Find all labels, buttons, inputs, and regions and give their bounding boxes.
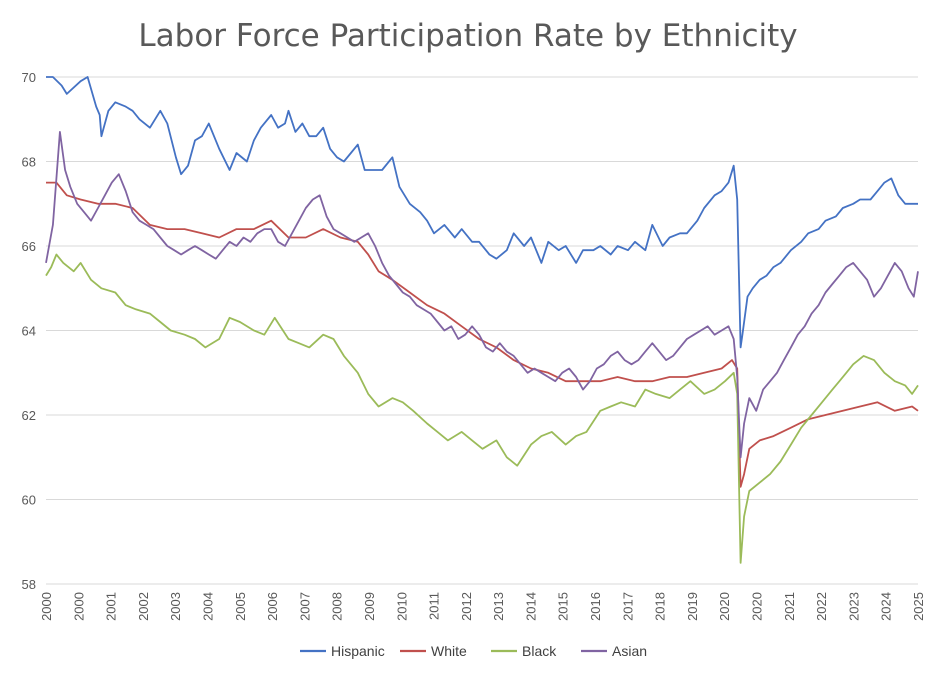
legend-label: Hispanic bbox=[331, 643, 385, 659]
x-tick-label: 2000 bbox=[39, 592, 54, 621]
x-tick-label: 2018 bbox=[653, 592, 668, 621]
series-line-black bbox=[45, 253, 919, 564]
x-tick-label: 2002 bbox=[136, 592, 151, 621]
x-tick-label: 2007 bbox=[297, 592, 312, 621]
x-tick-label: 2022 bbox=[814, 592, 829, 621]
y-tick-label: 70 bbox=[22, 70, 36, 85]
x-tick-label: 2020 bbox=[717, 592, 732, 621]
y-tick-label: 64 bbox=[22, 324, 36, 339]
legend-item-asian: Asian bbox=[581, 643, 647, 659]
x-tick-label: 2008 bbox=[330, 592, 345, 621]
legend-label: White bbox=[431, 643, 467, 659]
x-tick-label: 2019 bbox=[685, 592, 700, 621]
y-tick-label: 62 bbox=[22, 408, 36, 423]
legend-item-black: Black bbox=[491, 643, 557, 659]
series-line-white bbox=[46, 181, 919, 488]
x-tick-label: 2001 bbox=[104, 592, 119, 621]
y-tick-label: 60 bbox=[22, 493, 36, 508]
x-tick-label: 2013 bbox=[491, 592, 506, 621]
x-tick-label: 2024 bbox=[879, 592, 894, 621]
legend-label: Asian bbox=[612, 643, 647, 659]
x-tick-label: 2000 bbox=[71, 592, 86, 621]
legend-label: Black bbox=[522, 643, 557, 659]
x-axis: 2000 2000 2001 2002 2003 2004 2005 2006 2007 2008… bbox=[39, 592, 926, 621]
legend-item-white: White bbox=[400, 643, 467, 659]
y-tick-label: 58 bbox=[22, 577, 36, 592]
series-line-asian bbox=[45, 130, 919, 459]
x-tick-label: 2025 bbox=[911, 592, 926, 621]
x-tick-label: 2006 bbox=[265, 592, 280, 621]
x-tick-label: 2011 bbox=[427, 592, 442, 620]
chart-title: Labor Force Participation Rate by Ethnic… bbox=[138, 18, 797, 54]
grid-lines bbox=[46, 76, 918, 585]
x-tick-label: 2010 bbox=[394, 592, 409, 621]
x-tick-label: 2005 bbox=[233, 592, 248, 621]
x-tick-label: 2016 bbox=[588, 592, 603, 621]
x-tick-label: 2014 bbox=[523, 592, 538, 621]
x-tick-label: 2009 bbox=[362, 592, 377, 621]
x-tick-label: 2020 bbox=[750, 592, 765, 621]
x-tick-label: 2017 bbox=[620, 592, 635, 621]
series-lines bbox=[45, 76, 919, 564]
x-tick-label: 2004 bbox=[200, 592, 215, 621]
legend: Hispanic White Black Asian bbox=[300, 643, 647, 659]
y-tick-label: 68 bbox=[22, 155, 36, 170]
x-tick-label: 2003 bbox=[168, 592, 183, 621]
x-tick-label: 2015 bbox=[556, 592, 571, 621]
y-tick-label: 66 bbox=[22, 239, 36, 254]
legend-item-hispanic: Hispanic bbox=[300, 643, 385, 659]
x-tick-label: 2021 bbox=[782, 592, 797, 621]
x-tick-label: 2012 bbox=[459, 592, 474, 621]
x-tick-label: 2023 bbox=[846, 592, 861, 621]
y-axis: 58 60 62 64 66 68 70 bbox=[22, 70, 36, 592]
series-line-hispanic bbox=[46, 76, 918, 349]
